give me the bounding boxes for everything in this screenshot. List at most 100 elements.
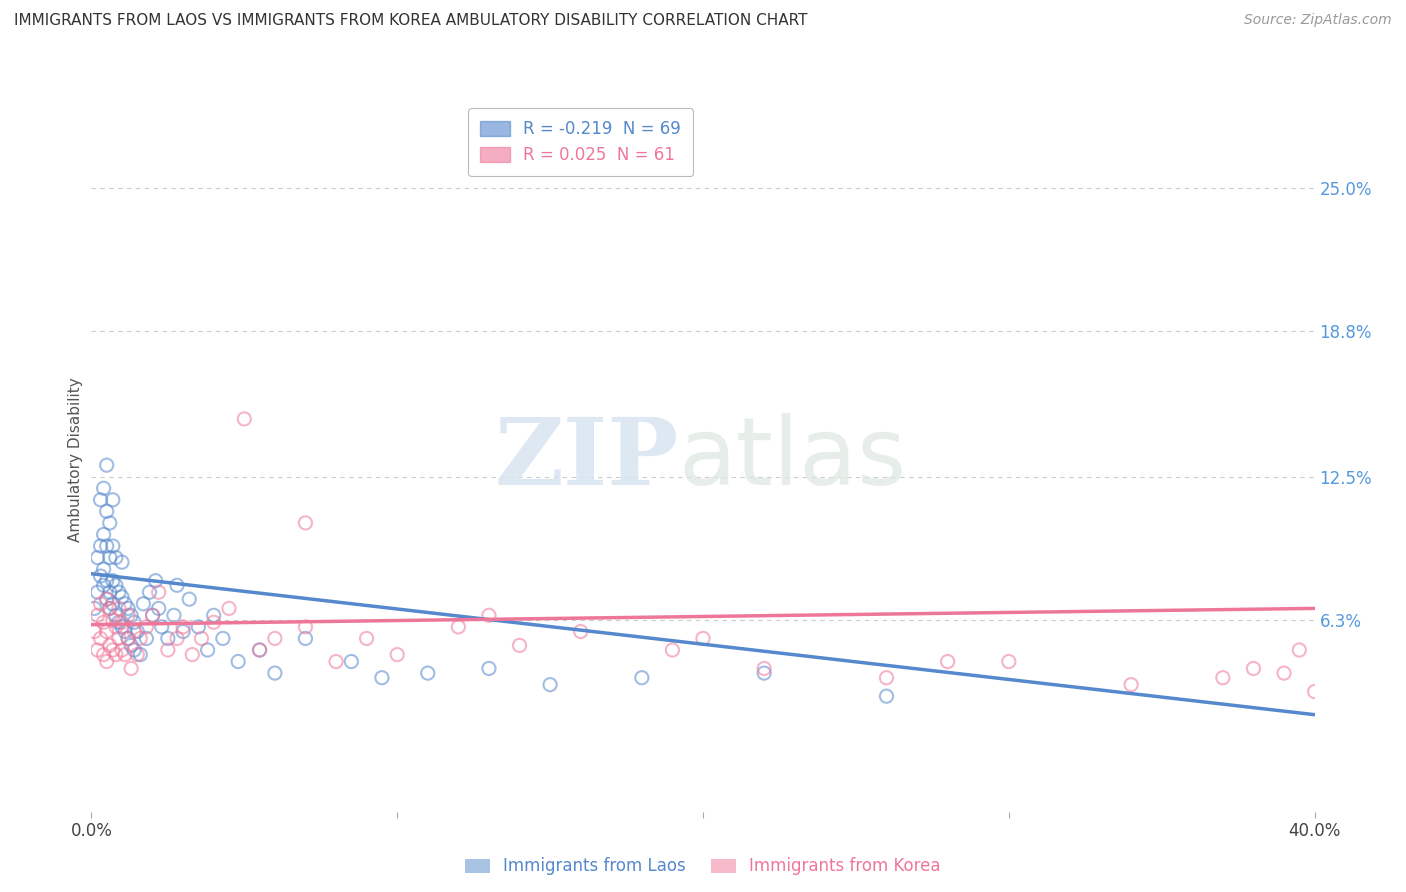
Point (90, 632, 112, 646)
Point (96, 624, 118, 639)
Point (93, 648, 115, 662)
Point (156, 643, 179, 657)
Point (104, 550, 127, 565)
Point (98, 601, 121, 615)
Point (325, 655, 347, 669)
Point (93, 481, 115, 495)
Point (108, 585, 131, 599)
Point (96, 504, 118, 518)
Point (117, 601, 139, 615)
Point (120, 608, 142, 623)
Point (90, 569, 112, 583)
Point (754, 661, 776, 675)
Point (111, 555, 134, 569)
Point (120, 661, 142, 675)
Point (108, 632, 131, 646)
Point (1243, 661, 1265, 675)
Point (1121, 678, 1143, 692)
Point (264, 632, 287, 646)
Point (218, 601, 240, 615)
Point (181, 648, 204, 662)
Point (98, 639, 121, 653)
Point (114, 597, 136, 611)
Point (166, 578, 188, 592)
Text: ZIP: ZIP (495, 415, 679, 504)
Point (101, 597, 124, 611)
Point (356, 632, 378, 646)
Point (98, 585, 121, 599)
Point (122, 624, 145, 639)
Point (148, 585, 170, 599)
Point (90, 597, 112, 611)
Point (93, 615, 115, 630)
Point (569, 624, 592, 639)
Point (294, 516, 316, 530)
Point (202, 608, 225, 623)
Point (509, 639, 531, 653)
Point (96, 539, 118, 553)
Point (538, 678, 561, 692)
Point (166, 632, 188, 646)
Point (90, 492, 112, 507)
Point (141, 608, 163, 623)
Point (117, 632, 139, 646)
Point (98, 550, 121, 565)
Point (93, 578, 115, 592)
Point (179, 592, 201, 607)
Point (875, 671, 898, 685)
Point (249, 643, 271, 657)
Point (93, 562, 115, 576)
Point (1288, 643, 1310, 657)
Point (104, 578, 127, 592)
Point (86, 550, 108, 565)
Point (163, 608, 186, 623)
Point (101, 492, 124, 507)
Point (90, 539, 112, 553)
Point (936, 655, 959, 669)
Point (202, 615, 225, 630)
Point (96, 592, 118, 607)
Point (135, 620, 157, 634)
Point (148, 601, 170, 615)
Point (101, 643, 124, 657)
Point (96, 574, 118, 588)
Point (875, 689, 898, 703)
Point (145, 574, 167, 588)
Point (294, 620, 316, 634)
Point (447, 620, 470, 634)
Point (101, 613, 124, 627)
Point (117, 632, 139, 646)
Point (104, 620, 127, 634)
Point (86, 585, 108, 599)
Point (692, 632, 714, 646)
Point (233, 412, 256, 426)
Point (96, 655, 118, 669)
Point (111, 615, 134, 630)
Point (294, 632, 316, 646)
Text: atlas: atlas (679, 413, 907, 506)
Point (127, 648, 149, 662)
Point (264, 666, 287, 681)
Point (754, 666, 776, 681)
Point (122, 643, 145, 657)
Point (416, 666, 439, 681)
Point (197, 643, 219, 657)
Point (127, 624, 149, 639)
Point (371, 671, 394, 685)
Point (104, 648, 127, 662)
Point (1303, 684, 1326, 698)
Point (83, 624, 105, 639)
Y-axis label: Ambulatory Disability: Ambulatory Disability (67, 377, 83, 541)
Point (132, 597, 155, 611)
Point (340, 655, 363, 669)
Point (172, 624, 194, 639)
Point (478, 608, 501, 623)
Point (141, 608, 163, 623)
Point (101, 574, 124, 588)
Point (190, 632, 212, 646)
Point (96, 592, 118, 607)
Point (172, 620, 194, 634)
Point (104, 608, 127, 623)
Point (83, 601, 105, 615)
Point (138, 585, 160, 599)
